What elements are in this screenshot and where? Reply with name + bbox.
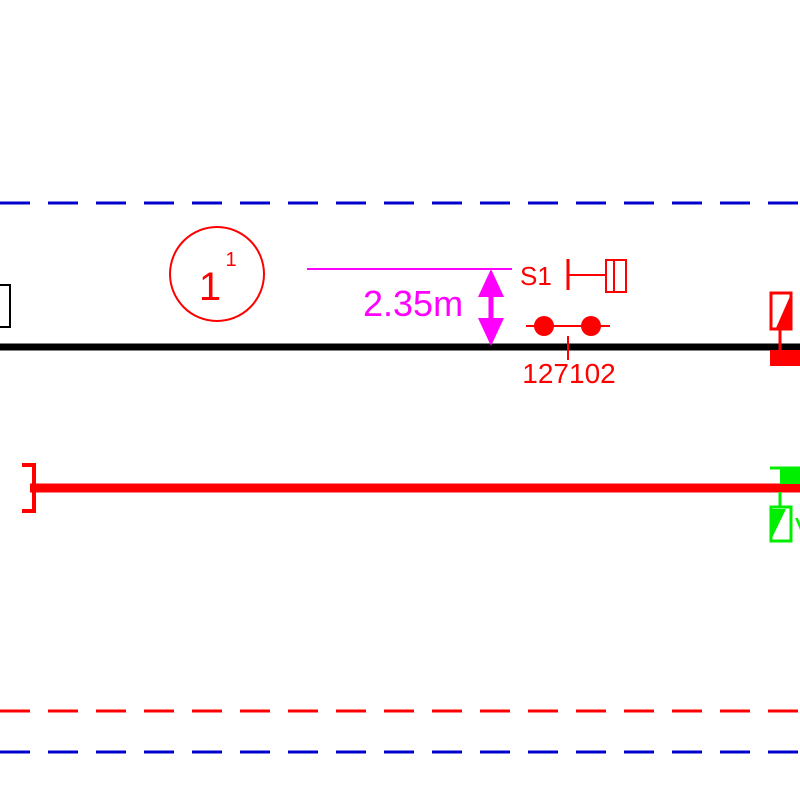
axle-counter-label: 127102: [522, 358, 615, 389]
height-dimension: 2.35m: [307, 268, 512, 346]
dimension-arrow-down: [478, 318, 504, 346]
left-end-bracket: [22, 463, 36, 513]
axle-counter-head-left: [534, 316, 554, 336]
signal-head: [605, 259, 627, 293]
right-marker-fill: [776, 294, 791, 328]
axle-counter-127102: 127102: [522, 316, 616, 389]
signal-s1-label: S1: [520, 261, 552, 291]
green-marker-cap: [780, 468, 800, 484]
left-partial-box: [0, 284, 11, 328]
green-marker-label: V: [795, 512, 800, 543]
red-section-line-group: [22, 463, 800, 513]
section-ring-marker: 1 1: [169, 226, 265, 322]
green-marker: V: [769, 466, 800, 543]
ring-circle: [169, 226, 265, 322]
dimension-value: 2.35m: [363, 283, 463, 324]
ring-main-label: 1: [199, 265, 221, 309]
ring-superscript-label: 1: [225, 249, 236, 271]
dimension-arrow-up: [478, 269, 504, 297]
axle-counter-head-right: [581, 316, 601, 336]
right-marker-base: [770, 350, 800, 366]
green-marker-fill: [771, 509, 786, 540]
signal-s1: S1: [520, 259, 627, 293]
right-track-marker: [769, 291, 800, 366]
